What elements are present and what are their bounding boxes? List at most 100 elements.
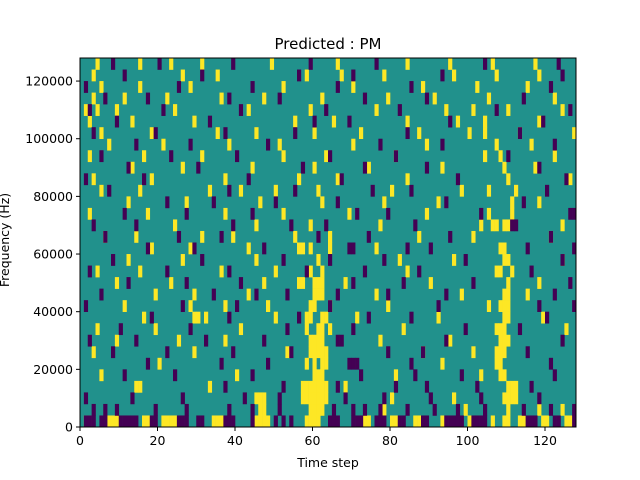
heatmap-cell-high: [405, 265, 410, 278]
heatmap-cell-low: [568, 104, 573, 116]
heatmap-cell-high: [250, 161, 255, 174]
heatmap-cell-high: [572, 127, 577, 140]
heatmap-cell-low: [475, 415, 480, 428]
heatmap-cell-low: [455, 415, 461, 428]
heatmap-cell-low: [537, 392, 542, 405]
heatmap-cell-low: [176, 81, 182, 93]
heatmap-cell-high: [149, 242, 154, 255]
heatmap-cell-high: [269, 58, 275, 70]
heatmap-cell-high: [304, 323, 309, 336]
heatmap-cell-high: [297, 173, 302, 186]
heatmap-cell-high: [169, 277, 174, 289]
heatmap-cell-low: [366, 311, 371, 324]
heatmap-cell-high: [320, 334, 325, 347]
heatmap-cell-high: [506, 334, 511, 347]
heatmap-cell-low: [196, 161, 201, 174]
heatmap-cell-high: [506, 311, 511, 324]
y-tick-label: 0: [65, 420, 73, 435]
y-axis: 0 20000 40000 60000 80000 100000 120000: [25, 74, 80, 435]
heatmap-cell-high: [459, 184, 464, 197]
heatmap-cell-low: [413, 219, 418, 232]
heatmap-cell-high: [235, 369, 240, 382]
heatmap-cell-high: [126, 254, 131, 266]
heatmap-cell-high: [479, 219, 484, 232]
heatmap-cell-high: [390, 392, 395, 405]
heatmap-cell-high: [521, 415, 526, 428]
heatmap-cell-high: [320, 265, 325, 278]
x-tick-label: 80: [382, 433, 398, 448]
heatmap-cell-high: [502, 415, 507, 428]
heatmap-cell-high: [424, 138, 430, 151]
heatmap-cell-high: [91, 92, 96, 105]
heatmap-cell-high: [502, 311, 507, 324]
heatmap-cell-high: [312, 334, 317, 347]
heatmap-cell-low: [359, 369, 364, 382]
heatmap-cell-high: [293, 230, 298, 243]
heatmap-cell-low: [235, 150, 240, 163]
heatmap-cell-high: [254, 415, 259, 428]
heatmap-cell-high: [200, 58, 205, 70]
heatmap-cell-low: [262, 334, 267, 347]
heatmap-cell-high: [506, 104, 511, 116]
heatmap-cell-high: [506, 254, 511, 266]
heatmap-cell-low: [525, 242, 530, 255]
heatmap-cell-high: [246, 104, 251, 116]
heatmap-cell-high: [506, 415, 511, 428]
heatmap-cell-high: [335, 173, 340, 186]
heatmap-cell-high: [401, 323, 406, 336]
heatmap-cell-high: [196, 311, 201, 324]
heatmap-cell-high: [273, 311, 278, 324]
heatmap-cell-high: [145, 415, 151, 428]
heatmap-cell-low: [335, 334, 340, 347]
heatmap-cell-low: [176, 230, 182, 243]
heatmap-cell-high: [312, 369, 317, 382]
heatmap-cell-high: [200, 150, 205, 163]
heatmap-cell-high: [397, 254, 402, 266]
heatmap-cell-low: [424, 415, 430, 428]
heatmap-cell-low: [552, 288, 557, 301]
heatmap-cell-high: [165, 415, 170, 428]
x-tick-label: 120: [533, 433, 557, 448]
heatmap-cell-high: [300, 392, 306, 405]
heatmap-cell-high: [207, 380, 213, 393]
heatmap-cell-high: [312, 415, 317, 428]
heatmap-cell-low: [250, 415, 255, 428]
heatmap-cell-high: [444, 104, 449, 116]
heatmap-cell-high: [351, 81, 356, 93]
heatmap-cell-high: [510, 392, 515, 405]
heatmap-cell-high: [486, 92, 492, 105]
heatmap-cell-high: [188, 81, 193, 93]
heatmap-cell-high: [502, 219, 507, 232]
heatmap-cell-high: [188, 300, 193, 312]
heatmap-cell-high: [467, 415, 472, 428]
heatmap-cell-low: [111, 254, 116, 266]
heatmap-cell-high: [483, 127, 488, 140]
heatmap-cell-high: [347, 207, 352, 220]
heatmap-cell-high: [320, 277, 325, 289]
heatmap-cell-high: [502, 323, 507, 336]
heatmap-cell-low: [351, 242, 356, 255]
heatmap-cell-low: [126, 161, 131, 174]
heatmap-cell-high: [448, 58, 453, 70]
heatmap-cell-high: [238, 184, 244, 197]
heatmap-cell-high: [490, 58, 495, 70]
heatmap-cell-low: [262, 242, 267, 255]
heatmap-cell-low: [227, 92, 232, 105]
heatmap-cell-low: [266, 138, 271, 151]
heatmap-cell-high: [502, 392, 507, 405]
heatmap-cell-high: [382, 403, 387, 416]
heatmap-cell-high: [486, 300, 492, 312]
heatmap-cell-high: [393, 415, 399, 428]
heatmap-cell-high: [153, 288, 158, 301]
heatmap-cell-low: [401, 415, 406, 428]
heatmap-cell-high: [316, 403, 321, 416]
heatmap-cell-low: [432, 403, 437, 416]
heatmap-cell-high: [99, 369, 104, 382]
heatmap-cell-high: [138, 380, 143, 393]
heatmap-cell-high: [432, 92, 437, 105]
heatmap-cell-low: [328, 150, 333, 163]
heatmap-cell-low: [99, 150, 104, 163]
heatmap-cell-high: [227, 138, 232, 151]
heatmap-cell-high: [142, 415, 147, 428]
heatmap-cell-low: [250, 81, 255, 93]
